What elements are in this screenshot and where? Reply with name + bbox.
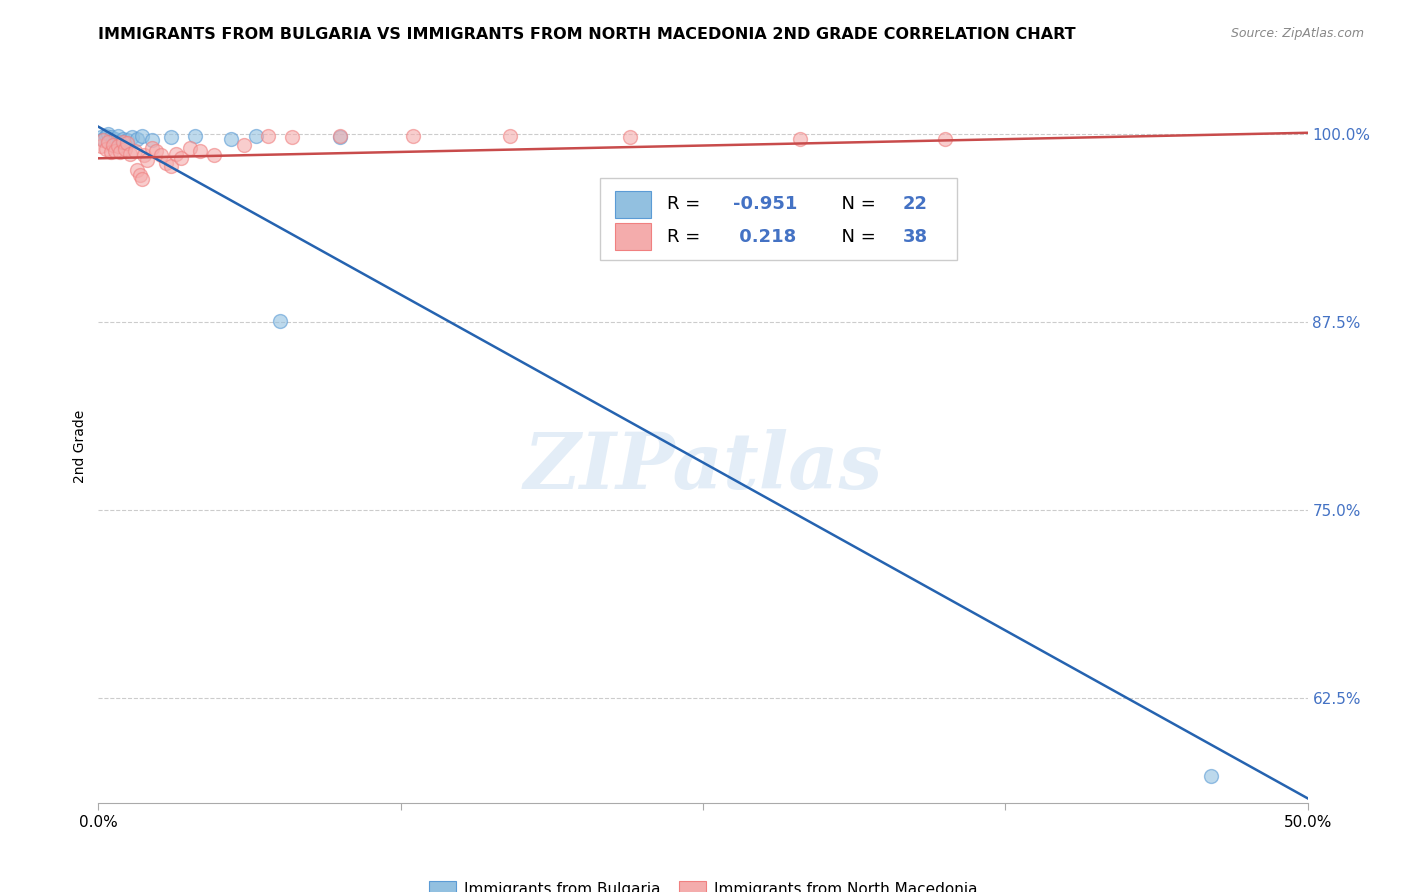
Point [221, 132, 243, 146]
Point [97, 128, 120, 142]
Point [789, 132, 811, 146]
Text: IMMIGRANTS FROM BULGARIA VS IMMIGRANTS FROM NORTH MACEDONIA 2ND GRADE CORRELATIO: IMMIGRANTS FROM BULGARIA VS IMMIGRANTS F… [98, 27, 1076, 42]
Point [131, 172, 153, 186]
Point [150, 148, 173, 162]
Text: N =: N = [830, 195, 882, 213]
Y-axis label: 2nd Grade: 2nd Grade [73, 409, 87, 483]
Point [90, 139, 112, 153]
Point [94, 128, 117, 143]
Point [117, 136, 139, 151]
Point [107, 128, 129, 143]
Point [118, 146, 141, 161]
Point [934, 132, 956, 146]
Point [101, 133, 124, 147]
Point [108, 145, 131, 160]
Text: 0.218: 0.218 [734, 228, 796, 246]
Text: 38: 38 [903, 228, 928, 246]
Text: ZIPatlas: ZIPatlas [523, 429, 883, 506]
Point [145, 144, 167, 158]
Point [1199, 769, 1222, 783]
Point [114, 142, 136, 156]
Point [91, 133, 114, 147]
Point [127, 163, 149, 178]
Text: N =: N = [830, 228, 882, 246]
Point [232, 137, 254, 152]
Point [100, 145, 122, 160]
Point [281, 130, 304, 145]
Point [184, 128, 207, 143]
Point [100, 130, 122, 145]
Text: Source: ZipAtlas.com: Source: ZipAtlas.com [1230, 27, 1364, 40]
Point [91, 132, 114, 146]
Point [131, 128, 153, 143]
Point [104, 144, 127, 158]
Point [134, 148, 156, 162]
Point [141, 133, 163, 147]
Point [329, 130, 352, 145]
Text: 22: 22 [903, 195, 928, 213]
Text: R =: R = [666, 195, 706, 213]
Point [111, 132, 134, 146]
Point [498, 128, 520, 143]
Text: R =: R = [666, 228, 706, 246]
Point [141, 141, 163, 155]
Point [245, 128, 267, 143]
Point [128, 168, 150, 182]
Point [124, 144, 146, 158]
FancyBboxPatch shape [614, 223, 651, 250]
FancyBboxPatch shape [600, 178, 957, 260]
Point [269, 313, 291, 327]
Point [108, 135, 131, 149]
Point [165, 146, 187, 161]
Point [169, 151, 191, 165]
Point [619, 130, 641, 145]
Point [188, 144, 211, 158]
Point [204, 148, 226, 162]
Point [101, 137, 124, 152]
Point [94, 142, 117, 156]
Point [90, 130, 112, 145]
Legend: Immigrants from Bulgaria, Immigrants from North Macedonia: Immigrants from Bulgaria, Immigrants fro… [423, 875, 983, 892]
Text: -0.951: -0.951 [734, 195, 797, 213]
Point [121, 130, 143, 145]
Point [111, 135, 134, 149]
Point [160, 159, 183, 173]
Point [107, 139, 129, 153]
Point [117, 133, 139, 147]
Point [97, 135, 120, 149]
Point [127, 132, 149, 146]
Point [135, 153, 157, 167]
Point [104, 132, 127, 146]
Point [160, 130, 183, 145]
Point [256, 128, 278, 143]
Point [155, 156, 177, 170]
Point [179, 141, 201, 155]
Point [402, 128, 425, 143]
Point [329, 128, 352, 143]
FancyBboxPatch shape [614, 191, 651, 218]
